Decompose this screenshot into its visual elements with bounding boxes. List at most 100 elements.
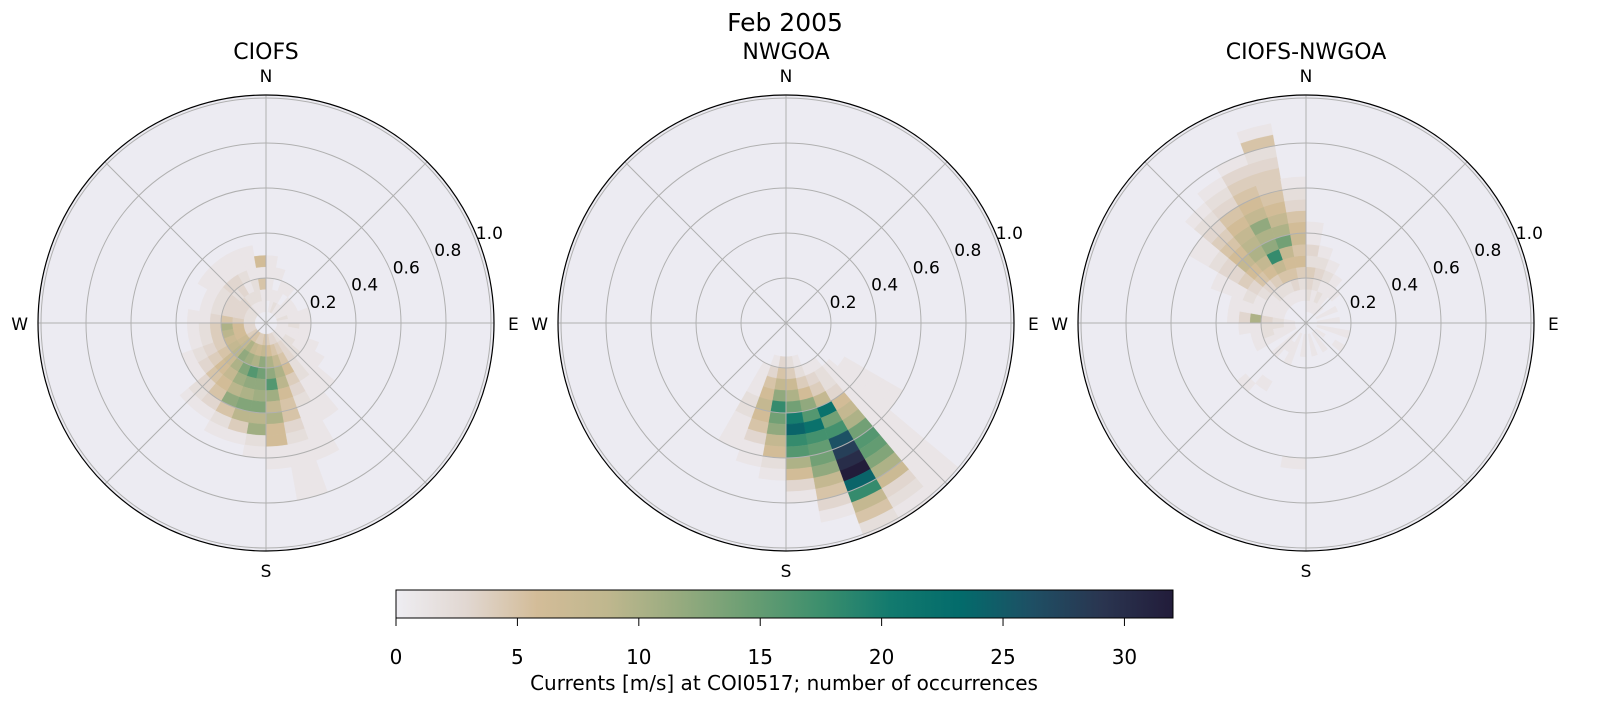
figure-title: Feb 2005	[727, 8, 843, 37]
polar-panel-nwgoa: NWGOA 0.2 0.4 0.6 0.8 1.0 N S E W	[531, 40, 1039, 582]
colorbar-tick-label: 15	[747, 645, 772, 669]
radial-tick-label: 0.8	[434, 241, 461, 261]
histogram-cell	[1309, 343, 1318, 357]
radial-tick-label: 0.2	[310, 293, 337, 313]
histogram-cell	[764, 433, 787, 447]
histogram-cell	[1286, 210, 1307, 224]
angular-gridline	[1305, 322, 1468, 485]
polar-panel-ciofs-nwgoa: CIOFS-NWGOA 0.2 0.4 0.6 0.8 1.0 N S E W	[1051, 40, 1559, 582]
colorbar-tick-label: 5	[511, 645, 524, 669]
histogram-cell	[198, 322, 211, 335]
panel-title: NWGOA	[742, 40, 829, 65]
histogram-cell	[1236, 123, 1274, 144]
histogram-cell	[1317, 245, 1334, 260]
radial-tick-label: 1.0	[996, 224, 1023, 244]
compass-label-n: N	[1300, 67, 1313, 87]
radial-tick-label: 0.8	[1474, 241, 1501, 261]
angular-gridline	[624, 322, 787, 485]
histogram-cell	[187, 309, 200, 324]
histogram-cell	[1295, 266, 1307, 279]
histogram-cell	[265, 400, 282, 414]
histogram-cell	[1284, 199, 1307, 213]
histogram-cell	[1292, 244, 1307, 257]
panel-title: CIOFS	[233, 40, 298, 65]
histogram-cell	[244, 433, 267, 447]
angular-gridline	[104, 322, 267, 485]
radial-tick-label: 0.6	[393, 258, 420, 278]
histogram-cell	[246, 422, 267, 436]
histogram-cell	[238, 245, 255, 260]
histogram-cell	[785, 378, 798, 391]
radial-tick-label: 0.2	[830, 293, 857, 313]
radial-tick-label: 0.6	[1433, 258, 1460, 278]
histogram-cell	[758, 466, 787, 481]
radial-tick-label: 1.0	[1516, 224, 1543, 244]
histogram-cell	[1294, 255, 1307, 268]
histogram-cell	[203, 420, 228, 440]
histogram-cell	[785, 433, 808, 447]
angular-gridline	[265, 322, 428, 485]
radial-tick-label: 0.4	[351, 276, 378, 296]
angular-gridline	[1305, 161, 1468, 324]
angular-gridline	[785, 322, 948, 485]
polar-panel-ciofs: CIOFS 0.2 0.4 0.6 0.8 1.0 N S E W	[11, 40, 519, 582]
polar-grid	[558, 95, 1014, 551]
histogram-cell	[209, 322, 222, 333]
histogram-cell	[1305, 244, 1320, 257]
histogram-cell	[1316, 339, 1328, 353]
histogram-cell	[254, 255, 267, 268]
colorbar-tick-label: 20	[869, 645, 894, 669]
radial-tick-label: 0.8	[954, 241, 981, 261]
histogram-cell	[1314, 328, 1326, 338]
polar-frame	[557, 94, 1015, 552]
histogram-cells	[179, 245, 340, 501]
histogram-cell	[1325, 305, 1338, 316]
colorbar-label: Currents [m/s] at COI0517; number of occ…	[530, 671, 1038, 695]
polar-frame	[37, 94, 495, 552]
histogram-cell	[256, 266, 267, 279]
histogram-cell	[772, 389, 787, 402]
histogram-cell	[1249, 322, 1262, 333]
histogram-cell	[785, 367, 796, 380]
compass-label-n: N	[780, 67, 793, 87]
angular-gridline	[265, 161, 428, 324]
histogram-cell	[1288, 221, 1307, 235]
angular-gridline	[1144, 322, 1307, 485]
polar-grid	[38, 95, 494, 551]
histogram-cell	[785, 389, 800, 402]
radial-tick-label: 1.0	[476, 224, 503, 244]
histogram-cell	[265, 411, 284, 425]
angular-gridline	[785, 161, 948, 324]
histogram-cell	[768, 411, 787, 425]
colorbar-tick-label: 10	[626, 645, 651, 669]
histogram-cell	[818, 502, 856, 523]
compass-label-s: S	[781, 562, 792, 582]
colorbar: 0 5 10 15 20 25 30 Currents [m/s] at COI0517; …	[390, 589, 1174, 695]
histogram-cell	[1238, 322, 1251, 335]
radial-tick-label: 0.2	[1350, 293, 1377, 313]
angular-gridline	[624, 161, 787, 324]
compass-label-w: W	[11, 315, 28, 335]
histogram-cell	[265, 422, 286, 436]
histogram-cell	[1305, 221, 1324, 235]
compass-label-e: E	[508, 315, 519, 335]
colorbar-tick-label: 25	[990, 645, 1015, 669]
histogram-cell	[252, 389, 267, 402]
histogram-cell	[1324, 259, 1341, 275]
angular-gridline	[1144, 161, 1307, 324]
histogram-cell	[1290, 232, 1307, 246]
radial-tick-label: 0.4	[1391, 276, 1418, 296]
histogram-cell	[785, 411, 804, 425]
histogram-cell	[265, 433, 288, 447]
histogram-cell	[250, 400, 267, 414]
compass-label-w: W	[1051, 315, 1068, 335]
histogram-cell	[265, 378, 278, 391]
polar-frame	[1077, 94, 1535, 552]
radial-tick-label: 0.4	[871, 276, 898, 296]
histogram-cell	[770, 400, 787, 414]
compass-label-e: E	[1028, 315, 1039, 335]
colorbar-gradient	[395, 589, 1174, 619]
compass-label-s: S	[1301, 562, 1312, 582]
polar-grid	[1078, 95, 1534, 551]
